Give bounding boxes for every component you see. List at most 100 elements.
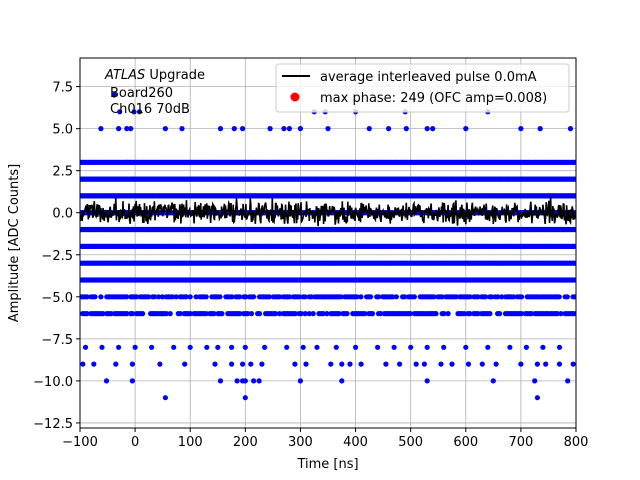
scatter-point — [203, 294, 209, 300]
scatter-point — [358, 294, 364, 300]
scatter-point — [467, 311, 473, 317]
scatter-point — [169, 294, 175, 300]
scatter-point — [217, 126, 224, 132]
scatter-point — [554, 311, 560, 317]
scatter-point — [131, 109, 137, 115]
scatter-point — [461, 311, 467, 317]
scatter-point — [267, 126, 273, 132]
scatter-point — [338, 294, 344, 300]
scatter-point — [375, 344, 381, 350]
scatter-point — [124, 126, 130, 132]
scatter-point — [344, 311, 350, 317]
scatter-point — [116, 126, 122, 132]
scatter-point — [467, 294, 473, 300]
scatter-point — [441, 311, 447, 317]
scatter-point — [128, 126, 134, 132]
scatter-point — [173, 294, 179, 300]
scatter-point — [167, 311, 173, 317]
scatter-point — [98, 294, 104, 300]
scatter-point — [463, 126, 469, 132]
scatter-point — [518, 311, 525, 317]
scatter-point — [353, 344, 359, 350]
scatter-point — [136, 109, 143, 115]
scatter-point — [441, 344, 447, 350]
scatter-point — [80, 361, 86, 367]
scatter-point — [219, 311, 225, 317]
scatter-point — [242, 344, 248, 350]
scatter-point — [212, 361, 218, 367]
scatter-point — [243, 294, 249, 300]
scatter-point — [277, 311, 283, 317]
scatter-point — [91, 361, 97, 367]
scatter-point — [229, 344, 235, 350]
scatter-point — [408, 344, 414, 350]
scatter-point — [528, 311, 535, 317]
scatter-point — [510, 294, 517, 300]
scatter-point — [123, 294, 130, 300]
scatter-point — [182, 361, 188, 367]
scatter-point — [453, 294, 459, 300]
scatter-point — [145, 294, 151, 300]
scatter-point — [558, 311, 564, 317]
scatter-point — [215, 344, 221, 350]
scatter-point — [556, 344, 563, 350]
scatter-point — [489, 294, 495, 300]
scatter-point — [277, 294, 283, 300]
scatter-point — [203, 311, 209, 317]
scatter-point — [540, 344, 546, 350]
scatter-point — [281, 126, 287, 132]
scatter-point — [286, 294, 293, 300]
scatter-point — [523, 344, 530, 350]
scatter-point — [134, 294, 140, 300]
scatter-point — [445, 311, 451, 317]
scatter-point — [320, 311, 326, 317]
scatter-point — [262, 344, 268, 350]
scatter-point — [98, 126, 104, 132]
scatter-point — [297, 126, 303, 132]
scatter-point — [159, 294, 166, 300]
scatter-point — [124, 311, 130, 317]
scatter-point — [567, 126, 574, 132]
scatter-point — [362, 311, 368, 317]
scatter-point — [92, 294, 98, 300]
scatter-point — [302, 311, 308, 317]
scatter-point — [378, 311, 384, 317]
scatter-point — [187, 294, 193, 300]
scatter-point — [193, 294, 199, 300]
scatter-point — [272, 311, 278, 317]
scatter-point — [336, 311, 342, 317]
scatter-point — [306, 311, 312, 317]
scatter-point — [108, 311, 114, 317]
scatter-point — [82, 344, 89, 350]
scatter-point — [229, 361, 235, 367]
scatter-point — [302, 294, 308, 300]
scatter-point — [187, 344, 193, 350]
scatter-point — [204, 344, 210, 350]
scatter-point — [310, 311, 316, 317]
scatter-point — [487, 311, 493, 317]
scatter-point — [100, 311, 106, 317]
scatter-point — [217, 294, 223, 300]
scatter-point — [116, 344, 122, 350]
scatter-point — [231, 126, 237, 132]
scatter-point — [266, 294, 272, 300]
scatter-point — [229, 294, 235, 300]
scatter-point — [308, 294, 314, 300]
scatter-point — [354, 294, 360, 300]
scatter-point — [163, 311, 169, 317]
scatter-point — [129, 361, 135, 367]
scatter-point — [179, 126, 185, 132]
scatter-point — [292, 311, 298, 317]
scatter-point — [298, 311, 304, 317]
scatter-point — [401, 294, 407, 300]
scatter-point — [537, 126, 543, 132]
scatter-point — [366, 126, 372, 132]
scatter-point — [132, 344, 138, 350]
scatter-point — [240, 126, 246, 132]
scatter-point — [251, 294, 257, 300]
scatter-point — [211, 311, 217, 317]
scatter-point — [324, 311, 330, 317]
scatter-point — [518, 126, 524, 132]
scatter-point — [300, 344, 306, 350]
